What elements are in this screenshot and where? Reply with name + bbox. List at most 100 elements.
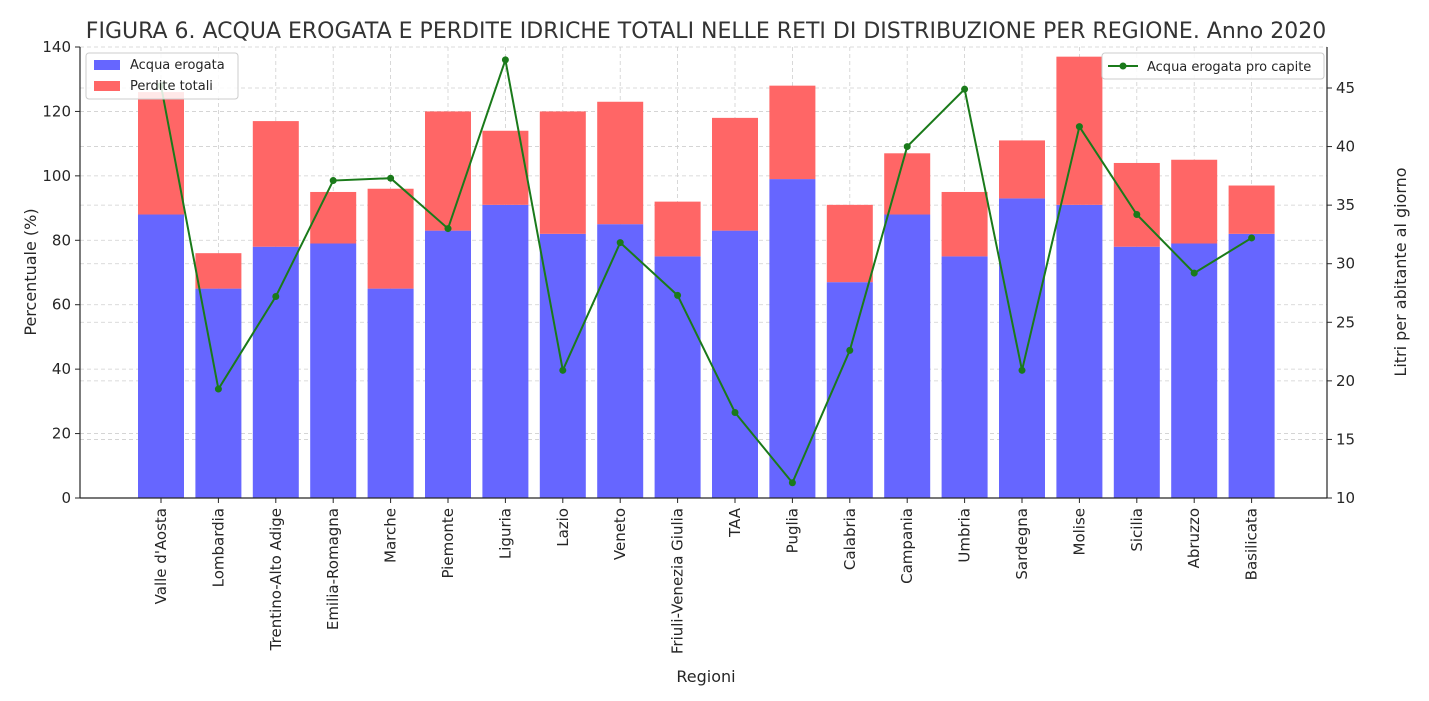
bar-perdite-totali-19 bbox=[1228, 185, 1275, 234]
point-pro-capite-16 bbox=[1075, 123, 1083, 131]
y-tick-label-7: 140 bbox=[42, 38, 71, 56]
x-tick-label-4: Marche bbox=[382, 508, 400, 563]
bar-perdite-totali-17 bbox=[1113, 162, 1160, 247]
x-tick-label-6: Liguria bbox=[496, 508, 514, 559]
bar-acqua-erogata-1 bbox=[195, 288, 242, 498]
y-tick-label-0: 0 bbox=[61, 489, 71, 507]
bar-acqua-erogata-10 bbox=[712, 230, 758, 498]
point-pro-capite-2 bbox=[272, 293, 280, 301]
bar-acqua-erogata-5 bbox=[425, 230, 471, 498]
point-pro-capite-18 bbox=[1190, 269, 1198, 277]
bar-perdite-totali-11 bbox=[769, 85, 816, 180]
x-tick-label-13: Campania bbox=[898, 508, 916, 584]
point-pro-capite-9 bbox=[674, 291, 682, 299]
bar-perdite-totali-7 bbox=[539, 111, 586, 234]
x-tick-label-18: Abruzzo bbox=[1185, 508, 1203, 568]
bar-acqua-erogata-16 bbox=[1056, 204, 1103, 498]
bar-acqua-erogata-12 bbox=[826, 282, 873, 498]
bar-perdite-totali-14 bbox=[941, 191, 988, 257]
bar-perdite-totali-8 bbox=[597, 101, 644, 225]
point-pro-capite-1 bbox=[214, 385, 222, 393]
point-pro-capite-19 bbox=[1248, 234, 1256, 242]
legend-label-erogata: Acqua erogata bbox=[130, 58, 225, 73]
y-tick-label-2: 40 bbox=[52, 360, 71, 378]
x-tick-label-10: TAA bbox=[726, 507, 744, 538]
point-pro-capite-8 bbox=[616, 239, 624, 247]
bar-acqua-erogata-4 bbox=[367, 288, 414, 498]
x-tick-label-12: Calabria bbox=[841, 508, 859, 570]
legend-right-frame bbox=[1101, 52, 1325, 80]
bar-perdite-totali-12 bbox=[826, 204, 873, 283]
y-ticks-right: 10 15 20 25 30 35 40 45 bbox=[1327, 79, 1355, 507]
x-tick-label-3: Emilia-Romagna bbox=[324, 508, 342, 630]
y2-tick-label-3: 25 bbox=[1336, 313, 1355, 331]
point-pro-capite-6 bbox=[501, 56, 509, 64]
bar-acqua-erogata-19 bbox=[1228, 233, 1275, 499]
y-tick-label-1: 20 bbox=[52, 425, 71, 443]
bar-perdite-totali-18 bbox=[1171, 159, 1218, 244]
x-tick-label-17: Sicilia bbox=[1128, 508, 1146, 552]
x-tick-label-0: Valle d'Aosta bbox=[152, 508, 170, 604]
x-tick-label-19: Basilicata bbox=[1243, 508, 1261, 580]
legend-left: Acqua erogata Perdite totali bbox=[85, 52, 239, 100]
x-tick-label-1: Lombardia bbox=[209, 508, 227, 587]
x-tick-label-15: Sardegna bbox=[1013, 508, 1031, 580]
point-pro-capite-10 bbox=[731, 408, 739, 416]
bar-acqua-erogata-2 bbox=[252, 246, 299, 498]
x-tick-label-7: Lazio bbox=[554, 508, 572, 547]
y-tick-label-3: 60 bbox=[52, 296, 71, 314]
point-pro-capite-4 bbox=[387, 174, 395, 182]
bar-perdite-totali-3 bbox=[310, 191, 357, 244]
y2-tick-label-5: 35 bbox=[1336, 196, 1355, 214]
x-tick-label-11: Puglia bbox=[783, 508, 801, 553]
bar-acqua-erogata-13 bbox=[884, 214, 931, 498]
bar-perdite-totali-10 bbox=[712, 117, 758, 231]
legend-swatch-perdite bbox=[94, 81, 120, 91]
legend-right: Acqua erogata pro capite bbox=[1101, 52, 1325, 80]
bar-acqua-erogata-6 bbox=[482, 204, 529, 498]
y2-tick-label-6: 40 bbox=[1336, 138, 1355, 156]
y-tick-label-6: 120 bbox=[42, 102, 71, 120]
chart-title: FIGURA 6. ACQUA EROGATA E PERDITE IDRICH… bbox=[86, 19, 1326, 44]
bars bbox=[138, 56, 1275, 499]
bar-perdite-totali-15 bbox=[999, 140, 1045, 199]
point-pro-capite-13 bbox=[903, 143, 911, 151]
x-ticks: Valle d'Aosta Lombardia Trentino-Alto Adig… bbox=[152, 498, 1261, 654]
y2-tick-label-1: 15 bbox=[1336, 430, 1355, 448]
point-pro-capite-12 bbox=[846, 346, 854, 354]
legend-left-frame bbox=[85, 52, 239, 100]
x-tick-label-8: Veneto bbox=[611, 508, 629, 560]
point-pro-capite-15 bbox=[1018, 366, 1026, 374]
y2-tick-label-7: 45 bbox=[1336, 79, 1355, 97]
y2-tick-label-4: 30 bbox=[1336, 255, 1355, 273]
bar-acqua-erogata-8 bbox=[597, 224, 644, 498]
bar-acqua-erogata-11 bbox=[769, 179, 816, 499]
bar-perdite-totali-0 bbox=[138, 92, 184, 215]
y2-axis-label: Litri per abitante al giorno bbox=[1391, 167, 1410, 376]
y-ticks-left: 0 20 40 60 80 100 120 140 bbox=[42, 38, 80, 507]
bar-perdite-totali-9 bbox=[654, 201, 701, 257]
legend-swatch-erogata bbox=[94, 60, 120, 70]
y-tick-label-5: 100 bbox=[42, 167, 71, 185]
bar-acqua-erogata-0 bbox=[138, 214, 184, 498]
y-axis-label: Percentuale (%) bbox=[21, 208, 40, 335]
x-tick-label-16: Molise bbox=[1070, 508, 1088, 556]
x-tick-label-2: Trentino-Alto Adige bbox=[267, 508, 285, 651]
point-pro-capite-5 bbox=[444, 225, 452, 233]
point-pro-capite-14 bbox=[961, 85, 969, 93]
y-tick-label-4: 80 bbox=[52, 231, 71, 249]
y2-tick-label-0: 10 bbox=[1336, 489, 1355, 507]
bar-perdite-totali-5 bbox=[425, 111, 471, 231]
point-pro-capite-11 bbox=[788, 479, 796, 487]
bar-acqua-erogata-17 bbox=[1113, 246, 1160, 498]
x-tick-label-9: Friuli-Venezia Giulia bbox=[669, 508, 687, 654]
legend-label-procapite: Acqua erogata pro capite bbox=[1147, 60, 1311, 75]
point-pro-capite-7 bbox=[559, 366, 567, 374]
bar-perdite-totali-1 bbox=[195, 253, 242, 289]
bar-acqua-erogata-3 bbox=[310, 243, 357, 498]
bar-perdite-totali-4 bbox=[367, 188, 414, 289]
x-axis-label: Regioni bbox=[676, 667, 735, 686]
line-series bbox=[157, 55, 1256, 487]
point-pro-capite-17 bbox=[1133, 211, 1141, 219]
